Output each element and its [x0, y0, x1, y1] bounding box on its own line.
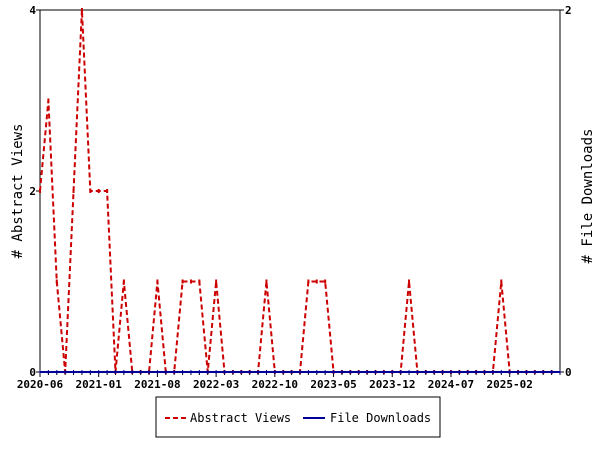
right-axis-title: # File Downloads: [580, 129, 596, 264]
ticks-layer: [36, 9, 564, 377]
x-tick-label: 2024-07: [428, 378, 474, 391]
legend-box: [155, 396, 441, 438]
legend-label-file-downloads: File Downloads: [330, 411, 431, 425]
x-tick-label: 2022-03: [193, 378, 239, 391]
x-tick-label: 2020-06: [17, 378, 64, 391]
left-y-tick-label: 2: [29, 185, 36, 198]
x-tick-label: 2023-05: [310, 378, 356, 391]
x-tick-label: 2021-08: [134, 378, 180, 391]
labels-layer: 2020-06 2021-01 2021-08 2022-03 2022-10 2023-…: [17, 4, 572, 391]
x-tick-label: 2022-10: [252, 378, 298, 391]
left-axis-title: # Abstract Views: [10, 124, 26, 259]
x-tick-label: 2021-01: [76, 378, 123, 391]
right-y-tick-label: 0: [565, 366, 572, 379]
series-layer: [39, 8, 561, 374]
left-y-tick-label: 4: [29, 4, 36, 17]
x-tick-label: 2023-12: [369, 378, 415, 391]
series-line-abstract-views: [39, 9, 552, 373]
plot-frame: [39, 9, 561, 373]
left-y-tick-label: 0: [29, 366, 36, 379]
legend: Abstract Views File Downloads: [155, 396, 441, 438]
x-tick-label: 2025-02: [486, 378, 532, 391]
legend-label-abstract-views: Abstract Views: [190, 411, 291, 425]
right-y-tick-label: 2: [565, 4, 572, 17]
